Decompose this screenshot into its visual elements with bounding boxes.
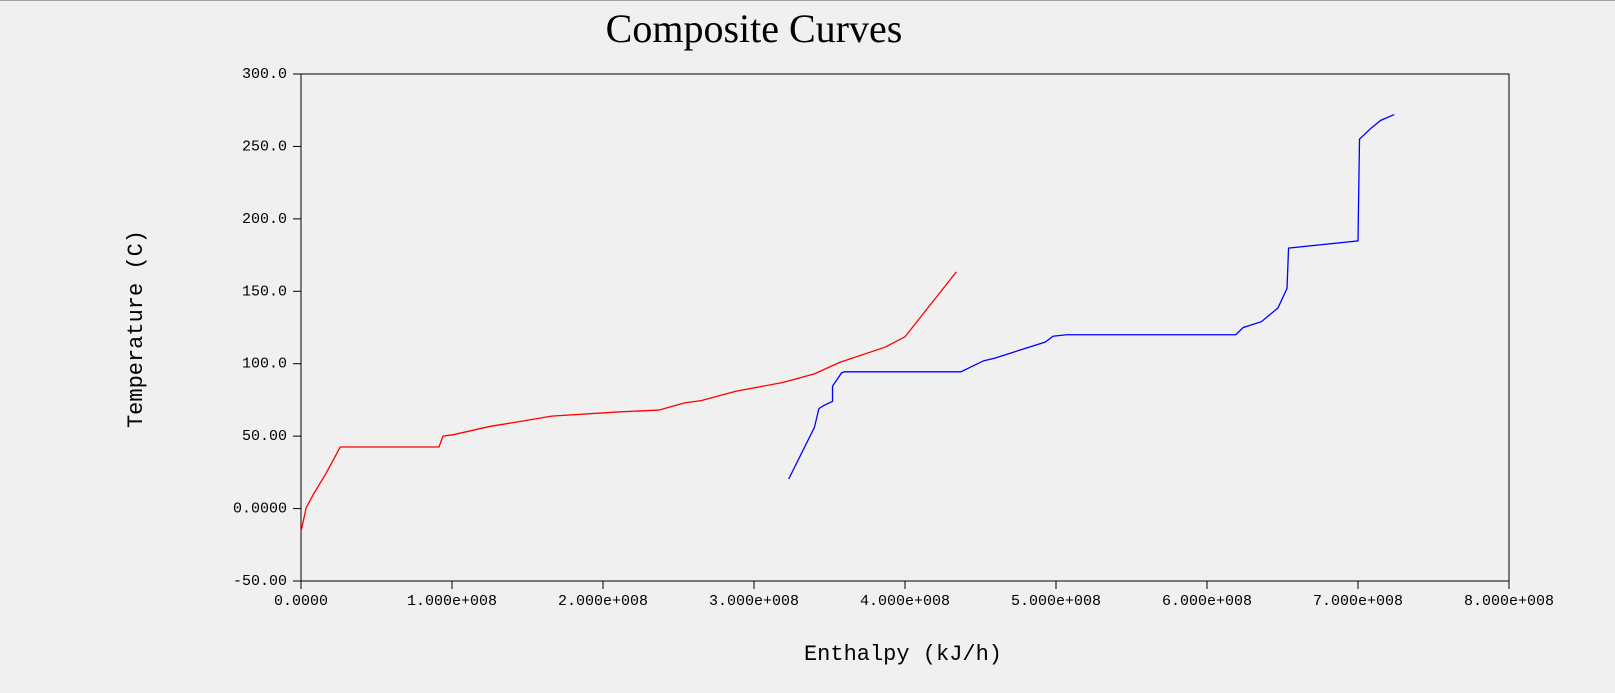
y-tick-label: 150.0 [242, 283, 287, 300]
y-tick-label: -50.00 [233, 573, 287, 590]
y-axis-label: Temperature (C) [124, 230, 149, 428]
x-tick-label: 3.000e+008 [709, 593, 799, 610]
x-tick-label: 0.0000 [274, 593, 328, 610]
y-tick-label: 300.0 [242, 66, 287, 83]
x-tick-label: 8.000e+008 [1464, 593, 1554, 610]
x-tick-label: 1.000e+008 [407, 593, 497, 610]
y-tick-label: 250.0 [242, 138, 287, 155]
x-tick-label: 5.000e+008 [1011, 593, 1101, 610]
y-tick-label: 0.0000 [233, 501, 287, 518]
y-tick-label: 200.0 [242, 211, 287, 228]
chart-title: Composite Curves [606, 6, 903, 51]
curve [788, 113, 1395, 480]
plot-frame [300, 73, 1510, 582]
x-tick-label: 4.000e+008 [860, 593, 950, 610]
x-tick-label: 2.000e+008 [558, 593, 648, 610]
y-tick-label: 100.0 [242, 356, 287, 373]
x-tick-label: 7.000e+008 [1313, 593, 1403, 610]
curve [300, 271, 957, 532]
x-tick-label: 6.000e+008 [1162, 593, 1252, 610]
y-tick-label: 50.00 [242, 428, 287, 445]
x-axis-label: Enthalpy (kJ/h) [804, 642, 1002, 667]
